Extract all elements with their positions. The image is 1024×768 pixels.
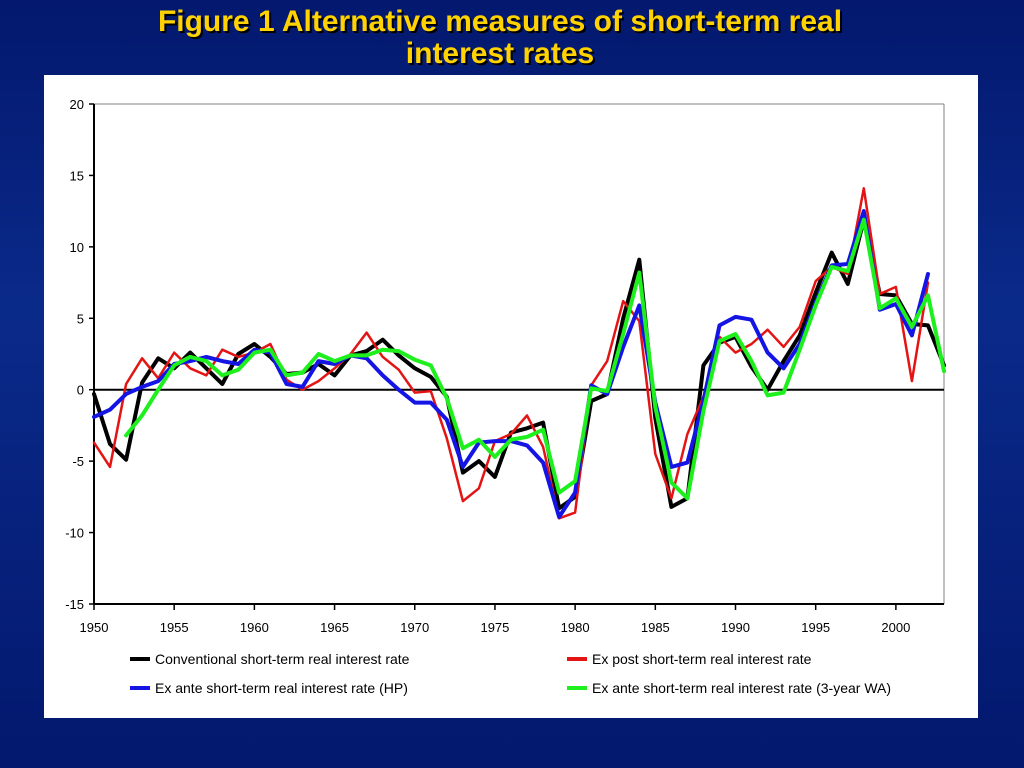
- y-tick-label: -10: [65, 526, 84, 541]
- y-tick-label: -15: [65, 597, 84, 612]
- line-chart: 20 15 10 5 0 -5 -10 -15 1950 1955 1960 1965 1970 1975…: [65, 97, 946, 696]
- series-line-1: [92, 217, 946, 511]
- x-tick-label: 1960: [240, 620, 269, 635]
- x-tick-label: 1950: [80, 620, 109, 635]
- series-line-3: [92, 209, 930, 519]
- slide-title-line1: Figure 1 Alternative measures of short-t…: [157, 5, 843, 38]
- legend-label-3: Ex ante short-term real interest rate (H…: [155, 680, 408, 696]
- x-tick-label: 1985: [641, 620, 670, 635]
- series-line-2: [92, 187, 930, 520]
- x-tick-label: 1970: [400, 620, 429, 635]
- slide-title-line2: interest rates: [405, 37, 595, 70]
- x-tick-label: 1980: [561, 620, 590, 635]
- legend-label-2: Ex post short-term real interest rate: [592, 651, 812, 667]
- x-tick-label: 1990: [721, 620, 750, 635]
- series-line-4: [124, 217, 946, 501]
- y-tick-label: 10: [70, 240, 84, 255]
- slide-title: Figure 1 Alternative measures of short-t…: [0, 6, 1000, 70]
- y-tick-label: 0: [77, 383, 84, 398]
- x-tick-label: 2000: [881, 620, 910, 635]
- chart-panel: 20 15 10 5 0 -5 -10 -15 1950 1955 1960 1965 1970 1975…: [44, 75, 978, 718]
- x-tick-label: 1965: [320, 620, 349, 635]
- y-tick-label: 15: [70, 168, 84, 183]
- y-tick-label: -5: [72, 454, 84, 469]
- legend-label-1: Conventional short-term real interest ra…: [155, 651, 410, 667]
- x-tick-label: 1955: [160, 620, 189, 635]
- x-tick-label: 1975: [480, 620, 509, 635]
- y-tick-label: 20: [70, 97, 84, 112]
- legend-label-4: Ex ante short-term real interest rate (3…: [592, 680, 891, 696]
- x-tick-label: 1995: [801, 620, 830, 635]
- y-tick-label: 5: [77, 311, 84, 326]
